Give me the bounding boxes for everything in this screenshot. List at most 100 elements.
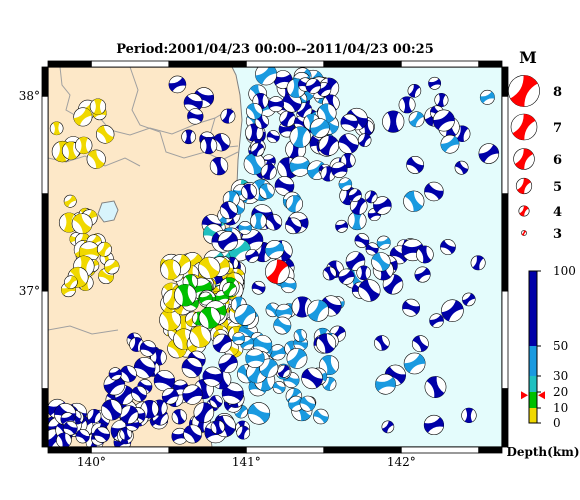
event-beachball (73, 107, 93, 127)
event-beachball (232, 332, 246, 345)
event-beachball (331, 161, 348, 178)
event-beachball (402, 298, 421, 317)
event-beachball (209, 156, 229, 176)
event-beachball (354, 233, 370, 248)
event-beachball (89, 98, 107, 115)
magnitude-legend-title: M (519, 48, 537, 67)
event-beachball (182, 384, 203, 405)
event-beachball (86, 149, 106, 169)
event-beachball (250, 212, 267, 230)
event-beachball (345, 251, 366, 271)
event-beachball (260, 163, 277, 180)
event-beachball (407, 84, 422, 98)
mainshock-depth-marker (521, 391, 528, 400)
event-beachball (174, 283, 197, 307)
event-beachball (49, 121, 64, 136)
event-beachball (440, 239, 456, 255)
depth-band (529, 392, 537, 408)
event-beachball (218, 353, 238, 373)
event-beachball (238, 221, 252, 235)
event-beachball (181, 129, 196, 145)
event-beachball (75, 136, 93, 155)
event-beachball (133, 357, 156, 379)
event-beachball (259, 183, 275, 199)
event-beachball (250, 142, 265, 157)
event-beachball (153, 370, 176, 392)
event-beachball (274, 176, 295, 196)
event-beachball (376, 235, 391, 250)
event-beachball (209, 395, 223, 409)
depth-band (529, 346, 537, 376)
event-beachball (479, 89, 495, 105)
event-beachball (381, 420, 395, 434)
lon-tick-label: 142° (387, 455, 416, 469)
map-title: Period:2001/04/23 00:00--2011/04/23 00:2… (116, 42, 434, 57)
event-beachball (382, 110, 405, 133)
event-beachball (139, 340, 157, 357)
event-beachball (108, 367, 122, 381)
event-beachball (241, 183, 257, 200)
event-beachball (243, 152, 266, 175)
depth-scale-frame (528, 270, 538, 424)
frame-bar-left (41, 66, 49, 97)
event-beachball (375, 373, 396, 395)
lon-tick-label: 141° (232, 455, 261, 469)
frame-bar-right (501, 290, 509, 389)
event-beachball (96, 241, 112, 257)
magnitude-legend: M 8 7 6 5 4 3 (508, 48, 562, 242)
event-beachball (219, 201, 238, 220)
event-beachball (285, 217, 302, 235)
event-beachball (454, 160, 469, 175)
event-beachball (408, 111, 425, 128)
event-beachball (432, 109, 455, 132)
event-beachball (440, 134, 460, 154)
event-beachball (365, 242, 379, 256)
frame-bar-bottom (323, 446, 402, 454)
event-beachball (245, 348, 265, 369)
boundary-line (129, 67, 239, 161)
event-beachball (245, 123, 264, 142)
event-beachball (398, 96, 416, 114)
event-beachball (307, 299, 330, 322)
event-beachball (279, 110, 296, 127)
event-beachball (286, 348, 308, 369)
event-beachball (434, 92, 449, 108)
frame-bar-top (245, 60, 325, 68)
event-beachball (424, 376, 447, 398)
event-beachball (221, 382, 244, 405)
frame-bar-right (501, 66, 509, 97)
event-beachball (428, 76, 442, 90)
event-beachball (340, 113, 359, 132)
event-beachball (217, 230, 238, 252)
event-beachball (71, 213, 93, 235)
event-beachball (131, 385, 148, 402)
boundary-line (48, 325, 119, 335)
frame-bar-bottom (90, 446, 170, 454)
depth-band (529, 408, 537, 423)
lon-tick-label: 140° (77, 455, 106, 469)
depth-tick-label: 20 (553, 385, 568, 399)
event-beachball (259, 358, 279, 378)
event-beachball (245, 249, 259, 263)
magnitude-legend-symbol (513, 148, 535, 170)
event-beachball (411, 335, 429, 353)
event-beachball (212, 333, 232, 353)
event-beachball (193, 402, 215, 423)
event-beachball (462, 292, 476, 307)
magnitude-legend-symbol (515, 177, 533, 195)
event-beachball (273, 70, 293, 89)
event-beachball (273, 316, 292, 335)
frame-bar-left (41, 388, 49, 448)
frame-bar-bottom (47, 446, 92, 454)
lat-tick-label: 38° (19, 89, 40, 103)
event-beachball (265, 240, 285, 260)
mainshock-layer (265, 259, 290, 284)
event-beachball (198, 291, 213, 306)
magnitude-legend-label: 3 (553, 227, 562, 242)
frame-bar-right (501, 193, 509, 292)
event-beachball (234, 304, 256, 326)
event-beachball (56, 432, 72, 447)
event-beachball (198, 256, 221, 279)
map-border-ticks (41, 60, 509, 454)
